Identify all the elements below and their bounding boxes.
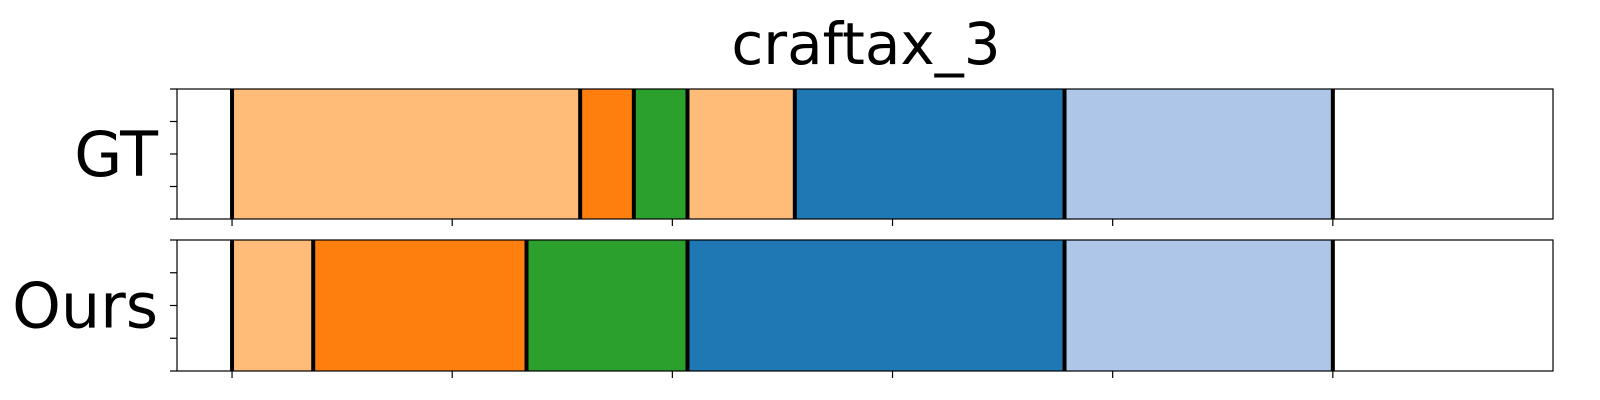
segment-bar (313, 240, 527, 371)
segment-bar (580, 89, 634, 219)
segment-bar (526, 240, 688, 371)
chart-title: craftax_3 (731, 10, 1000, 78)
segment-bar (1064, 240, 1333, 371)
segment-bar (633, 89, 688, 219)
row-ours: Ours (12, 239, 1554, 378)
row-label: GT (74, 118, 159, 191)
segment-bar (687, 240, 1065, 371)
segment-bar (794, 89, 1065, 219)
segment-bar (232, 89, 581, 219)
row-label: Ours (12, 270, 158, 343)
segment-bar (1064, 89, 1333, 219)
segment-bar (687, 89, 795, 219)
row-gt: GT (74, 88, 1554, 226)
segment-bar (232, 240, 314, 371)
timeline-rows: GT Ours (12, 88, 1554, 378)
